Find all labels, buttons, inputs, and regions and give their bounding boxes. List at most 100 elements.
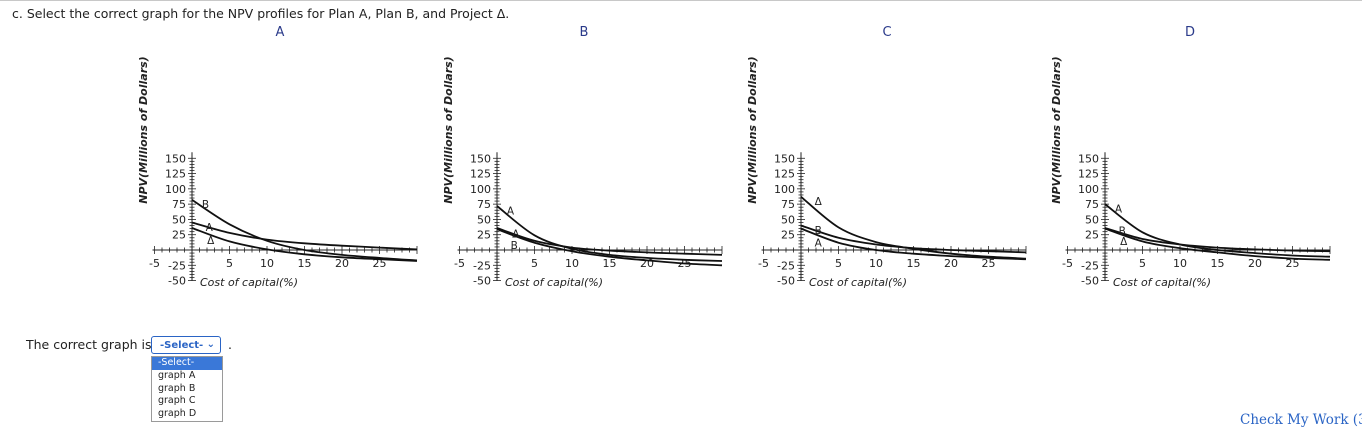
chart-d-ylabel: NPV(Millions of Dollars) <box>1050 56 1063 203</box>
graph-select-value: -Select- <box>160 340 204 351</box>
chart-b-title: B <box>580 25 589 40</box>
chart-b-y-tick-label: 25 <box>477 229 491 242</box>
chart-c-series-2-line <box>800 224 1027 254</box>
chart-b-series-1-line <box>496 205 723 262</box>
chart-a-y-tick-label: 25 <box>172 229 186 242</box>
chart-c-x-tick-label: 20 <box>944 257 958 270</box>
chart-b-y-tick-label: 50 <box>477 213 491 226</box>
chart-c-y-tick-label: 100 <box>774 183 795 196</box>
chart-b-ylabel: NPV(Millions of Dollars) <box>442 56 455 203</box>
chart-d-x-tick-label: 5 <box>1139 257 1146 270</box>
chart-a-x-tick-label: 5 <box>226 257 233 270</box>
chart-d-y-tick-label: 125 <box>1078 168 1099 181</box>
chart-a-title: A <box>276 25 285 40</box>
check-my-work-link[interactable]: Check My Work (3 r <box>1240 412 1362 428</box>
chevron-down-icon: ⌄ <box>206 339 215 350</box>
chart-b-series-2-line <box>496 227 723 256</box>
chart-b-y-tick-label: 125 <box>470 168 491 181</box>
chart-a-x-tick-label: 15 <box>298 257 312 270</box>
chart-a-series-3-line <box>191 227 418 262</box>
chart-c-y-tick-label: 75 <box>781 198 795 211</box>
chart-c-series-3-line <box>800 227 1027 261</box>
chart-c-y-tick-label: -25 <box>777 259 795 272</box>
chart-a-series-1-line <box>191 199 418 262</box>
chart-d-y-tick-label: 50 <box>1085 213 1099 226</box>
chart-d-xlabel: Cost of capital(%) <box>1113 276 1211 289</box>
chart-d-y-tick-label: 150 <box>1078 152 1099 165</box>
chart-b-y-tick-label: 150 <box>470 152 491 165</box>
chart-a-y-tick-label: 100 <box>165 183 186 196</box>
chart-a-y-tick-label: 75 <box>172 198 186 211</box>
chart-b-annotation-1: A <box>507 205 515 217</box>
chart-a-annotation-3: Δ <box>207 235 215 247</box>
chart-c-series-1-line <box>800 196 1027 260</box>
answer-prompt: The correct graph is <box>26 337 152 352</box>
chart-b-xlabel: Cost of capital(%) <box>505 276 603 289</box>
chart-a-y-tick-label: 150 <box>165 152 186 165</box>
select-option-graph-a[interactable]: graph A <box>158 369 196 381</box>
chart-d-x-tick-label: 25 <box>1286 257 1300 270</box>
chart-a-x-tick-label: 20 <box>335 257 349 270</box>
chart-a-x-tick-label: 10 <box>260 257 274 270</box>
select-option-graph-b[interactable]: graph B <box>158 382 196 394</box>
chart-c-xlabel: Cost of capital(%) <box>809 276 907 289</box>
chart-c-x-tick-label: -5 <box>758 257 769 270</box>
chart-c-annotation-1: Δ <box>815 196 823 208</box>
chart-c-x-tick-label: 15 <box>907 257 921 270</box>
select-option-graph-c[interactable]: graph C <box>158 395 196 407</box>
chart-b-annotation-2: Δ <box>512 228 520 240</box>
chart-c-annotation-3: A <box>815 238 823 250</box>
chart-d-y-tick-label: -50 <box>1081 275 1099 288</box>
chart-b-y-tick-label: 100 <box>470 183 491 196</box>
chart-c-y-tick-label: 150 <box>774 152 795 165</box>
chart-d-y-tick-label: 25 <box>1085 229 1099 242</box>
chart-a-ylabel: NPV(Millions of Dollars) <box>137 56 150 203</box>
chart-c-x-tick-label: 10 <box>869 257 883 270</box>
chart-b-x-tick-label: 5 <box>531 257 538 270</box>
chart-d-x-tick-label: 15 <box>1211 257 1225 270</box>
chart-c-ylabel: NPV(Millions of Dollars) <box>746 56 759 203</box>
chart-d-x-tick-label: -5 <box>1062 257 1073 270</box>
chart-d-y-tick-label: -25 <box>1081 259 1099 272</box>
chart-b-y-tick-label: -25 <box>473 259 491 272</box>
chart-b-x-tick-label: -5 <box>454 257 465 270</box>
chart-a-y-tick-label: 50 <box>172 213 186 226</box>
chart-b-x-tick-label: 10 <box>565 257 579 270</box>
chart-a-y-tick-label: -50 <box>168 275 186 288</box>
chart-d-annotation-3: Δ <box>1120 236 1128 248</box>
question-text: c. Select the correct graph for the NPV … <box>12 6 510 21</box>
chart-b-series-3-line <box>496 228 723 267</box>
select-option-select[interactable]: -Select- <box>152 357 222 370</box>
chart-c-annotation-2: B <box>815 225 822 237</box>
chart-c-y-tick-label: -50 <box>777 275 795 288</box>
chart-d-annotation-2: B <box>1119 225 1126 237</box>
chart-d-x-tick-label: 10 <box>1173 257 1187 270</box>
chart-a-annotation-1: B <box>202 199 209 211</box>
chart-d-series-3-line <box>1104 227 1331 261</box>
chart-d-series-1-line <box>1104 203 1331 258</box>
chart-a-xlabel: Cost of capital(%) <box>200 276 298 289</box>
chart-a-y-tick-label: 125 <box>165 168 186 181</box>
top-divider <box>0 0 1362 1</box>
graph-select[interactable]: -Select- ⌄ <box>151 336 221 354</box>
chart-d-annotation-1: A <box>1115 203 1123 215</box>
answer-period: . <box>228 337 232 352</box>
chart-a-y-tick-label: -25 <box>168 259 186 272</box>
chart-c-x-tick-label: 25 <box>982 257 996 270</box>
chart-a-series-2-line <box>191 221 418 251</box>
chart-c-title: C <box>882 25 891 40</box>
chart-a-annotation-2: A <box>206 222 214 234</box>
chart-d-y-tick-label: 75 <box>1085 198 1099 211</box>
select-option-graph-d[interactable]: graph D <box>158 408 197 420</box>
chart-c-x-tick-label: 5 <box>835 257 842 270</box>
chart-b-y-tick-label: -50 <box>473 275 491 288</box>
chart-d-series-2-line <box>1104 227 1331 253</box>
chart-b-y-tick-label: 75 <box>477 198 491 211</box>
chart-c-y-tick-label: 25 <box>781 229 795 242</box>
chart-a-x-tick-label: -5 <box>149 257 160 270</box>
chart-b-x-tick-label: 15 <box>603 257 617 270</box>
graph-select-options: -Select- graph A graph B graph C graph D <box>151 356 223 422</box>
chart-c-y-tick-label: 50 <box>781 213 795 226</box>
chart-b-annotation-3: B <box>511 240 518 252</box>
chart-d-x-tick-label: 20 <box>1248 257 1262 270</box>
